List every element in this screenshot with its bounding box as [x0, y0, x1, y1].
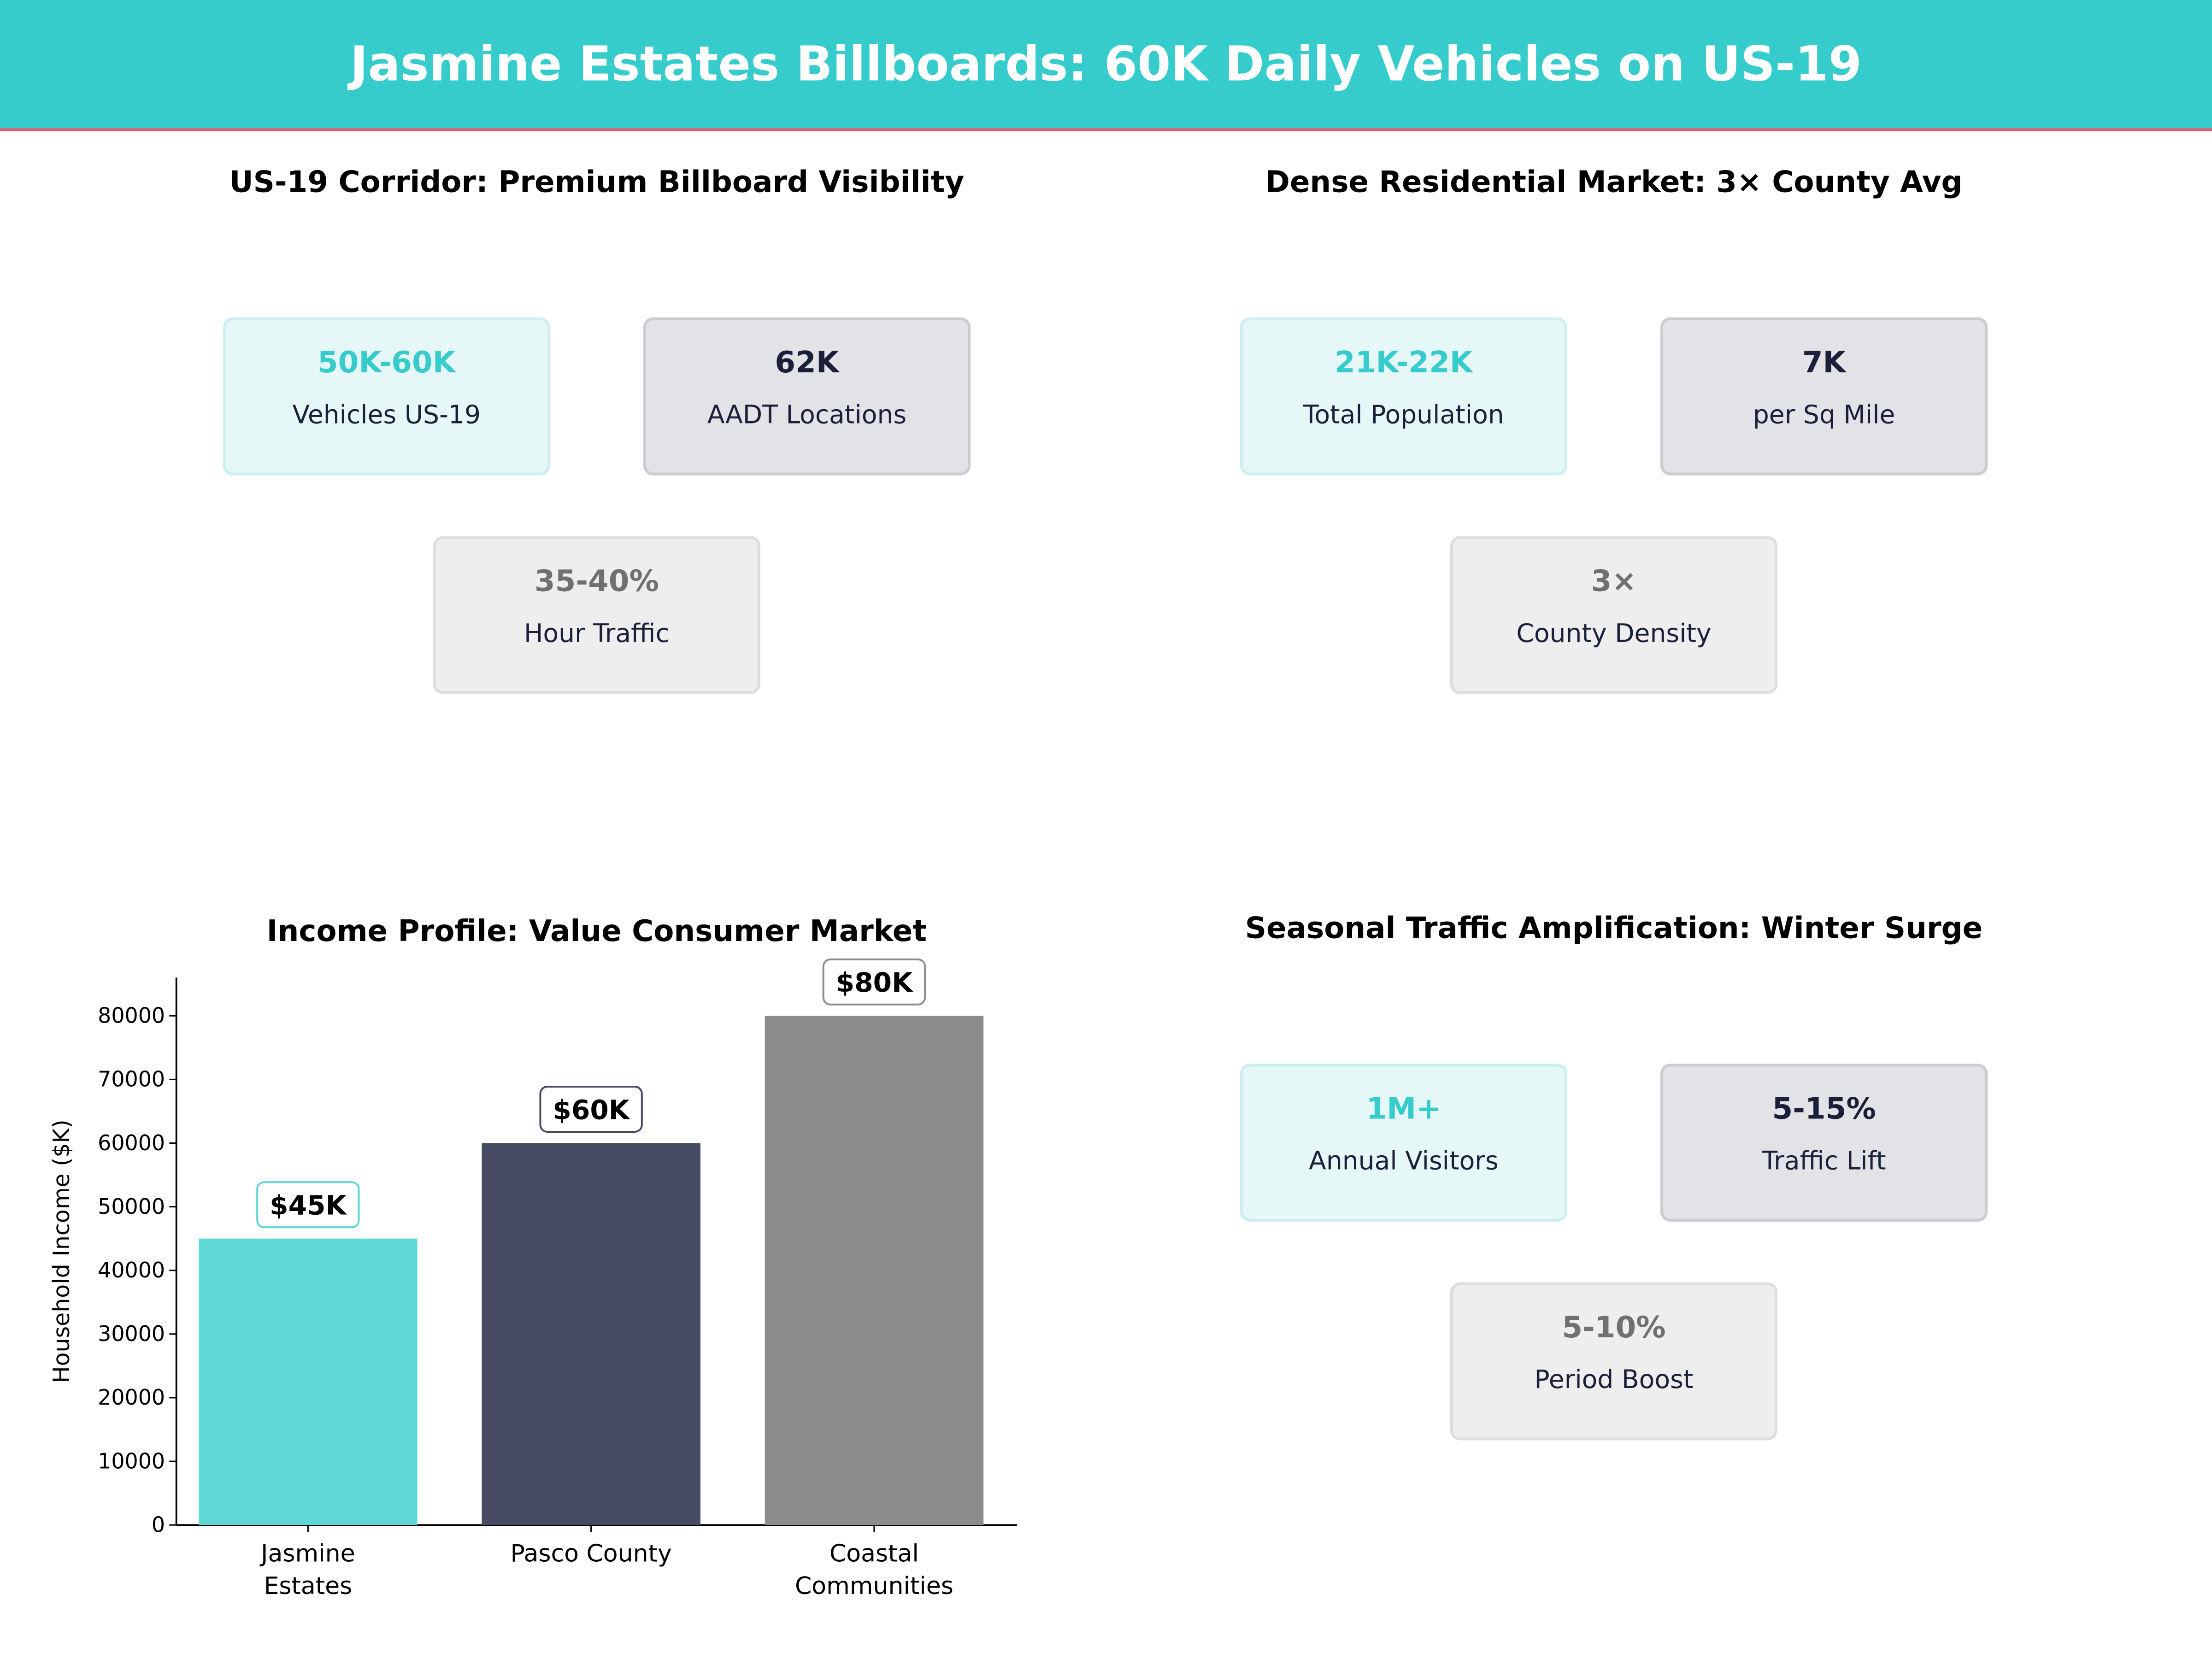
metric-card-total-population: 21K-22K Total Population: [1240, 317, 1567, 476]
metric-label: per Sq Mile: [1753, 400, 1895, 430]
metric-card-county-density: 3× County Density: [1450, 536, 1778, 694]
metric-value: 7K: [1802, 345, 1846, 380]
metric-value: 3×: [1591, 564, 1637, 598]
y-tick-label: 30000: [98, 1321, 165, 1346]
metric-value: 5-15%: [1772, 1092, 1876, 1126]
y-tick-label: 60000: [98, 1130, 165, 1155]
page-title: Jasmine Estates Billboards: 60K Daily Ve…: [350, 36, 1862, 93]
metric-label: Hour Traffic: [524, 619, 670, 649]
panel-title-seasonal: Seasonal Traffic Amplification: Winter S…: [1245, 911, 1983, 946]
metric-label: Period Boost: [1534, 1365, 1694, 1395]
bar: [765, 1016, 984, 1525]
y-tick-label: 20000: [98, 1385, 165, 1410]
metric-card-aadt-locations: 62K AADT Locations: [643, 317, 971, 476]
data-label-box: [256, 1181, 360, 1229]
y-tick-label: 50000: [98, 1194, 165, 1219]
data-label: $60K: [553, 1094, 630, 1125]
bar: [482, 1143, 700, 1525]
metric-label: Total Population: [1303, 400, 1504, 430]
y-tick-label: 0: [152, 1512, 165, 1537]
metric-label: Annual Visitors: [1309, 1147, 1499, 1177]
metric-label: County Density: [1516, 619, 1712, 649]
metric-value: 62K: [775, 345, 839, 380]
metric-value: 1M+: [1366, 1092, 1441, 1126]
metric-card-traffic-lift: 5-15% Traffic Lift: [1660, 1064, 1988, 1222]
metric-value: 21K-22K: [1335, 345, 1473, 380]
header-banner: Jasmine Estates Billboards: 60K Daily Ve…: [0, 0, 2212, 131]
y-tick-label: 40000: [98, 1258, 165, 1282]
metric-label: Vehicles US-19: [292, 400, 481, 430]
metric-value: 5-10%: [1562, 1310, 1666, 1345]
metric-card-per-sq-mile: 7K per Sq Mile: [1660, 317, 1988, 476]
metric-label: Traffic Lift: [1762, 1147, 1886, 1177]
x-tick-label: Communities: [795, 1572, 953, 1600]
data-label-box: [539, 1086, 643, 1133]
data-label: $45K: [270, 1190, 347, 1221]
y-tick-label: 80000: [98, 1003, 165, 1028]
y-tick-label: 70000: [98, 1067, 165, 1092]
x-tick-label: Jasmine: [259, 1540, 355, 1568]
x-tick-label: Estates: [264, 1572, 352, 1600]
y-tick-label: 10000: [98, 1448, 165, 1473]
panel-title-corridor: US-19 Corridor: Premium Billboard Visibi…: [229, 165, 965, 199]
x-tick-label: Coastal: [830, 1540, 919, 1568]
x-tick-label: Pasco County: [510, 1540, 671, 1568]
bar: [199, 1238, 418, 1525]
y-axis-label: Household Income ($K): [48, 1119, 75, 1383]
metric-value: 50K-60K: [317, 345, 456, 380]
data-label: $80K: [836, 967, 913, 998]
metric-card-annual-visitors: 1M+ Annual Visitors: [1240, 1064, 1567, 1222]
metric-card-period-boost: 5-10% Period Boost: [1450, 1282, 1778, 1441]
metric-card-hour-traffic: 35-40% Hour Traffic: [433, 536, 760, 694]
metric-card-vehicles-us-19: 50K-60K Vehicles US-19: [223, 317, 550, 476]
panel-title-residential: Dense Residential Market: 3× County Avg: [1265, 165, 1963, 199]
metric-label: AADT Locations: [707, 400, 907, 430]
income-bar-chart: Income Profile: Value Consumer Market 0 10…: [48, 914, 1018, 1600]
data-label-box: [822, 958, 926, 1006]
chart-title: Income Profile: Value Consumer Market: [267, 914, 927, 948]
metric-value: 35-40%: [534, 564, 659, 598]
